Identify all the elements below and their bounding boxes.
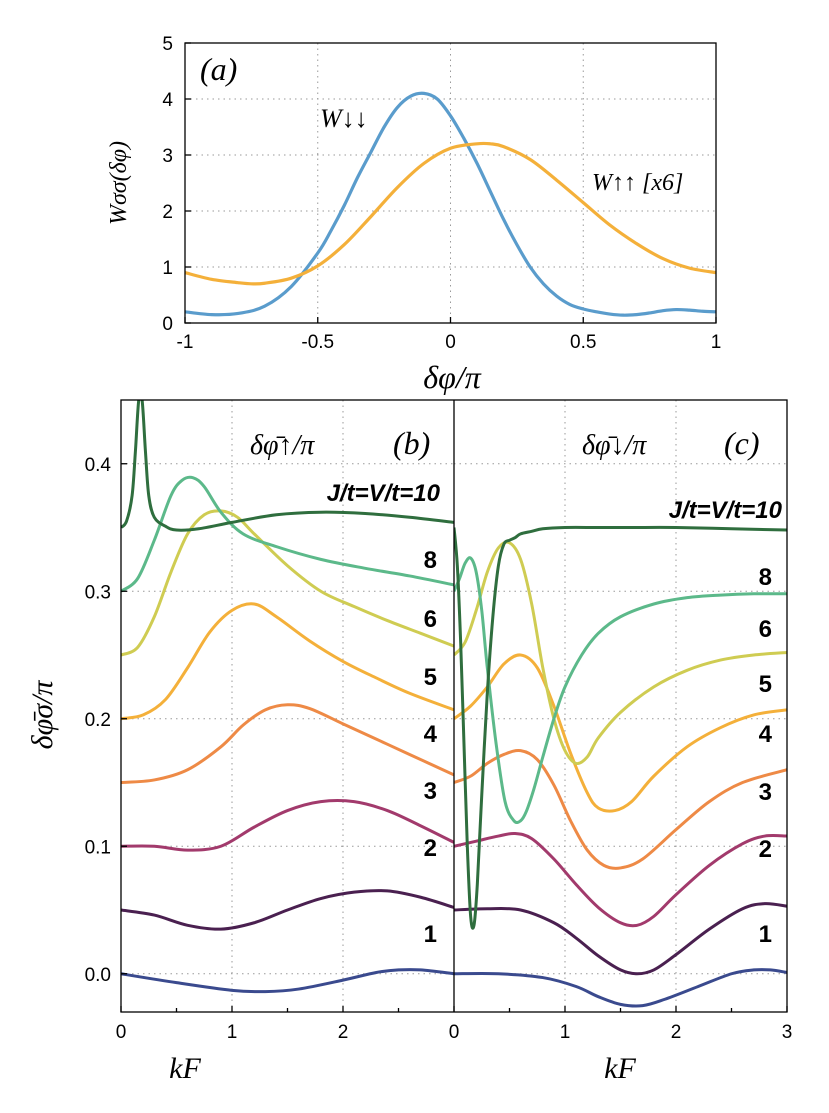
x-axis-label-b: kF (169, 1052, 201, 1085)
series-line-c-8 (454, 556, 787, 825)
y-tick-label: 3 (162, 146, 173, 167)
x-tick-label: 2 (338, 1022, 349, 1043)
series-line-c-4 (454, 748, 787, 870)
series-label-c-8: 8 (759, 564, 772, 591)
x-tick-label: 0 (445, 332, 456, 353)
series-label-b-6: 6 (424, 606, 437, 633)
series-line-b-1 (121, 968, 454, 994)
series-label-c-1: 1 (759, 921, 772, 948)
series-line-c-5 (454, 653, 787, 813)
series-label-b-8: 8 (424, 547, 437, 574)
x-axis-label-a: δφ/π (423, 359, 481, 395)
x-tick-label: 1 (560, 1022, 571, 1043)
series-line-b-2 (121, 889, 454, 931)
series-line-b-5 (121, 602, 454, 721)
y-tick-label: 0 (162, 314, 173, 335)
y-tick-label: 0.3 (85, 582, 111, 603)
series-line-a-0 (184, 91, 717, 317)
y-tick-label: 0.0 (85, 965, 111, 986)
ticks-b: 0.0 0.1 0.2 0.3 0.4 0 1 2 (85, 455, 400, 1043)
grid-b (121, 400, 454, 1012)
panel-label-c: (c) (724, 425, 760, 461)
series-line-c-J/t=V/t=10 (454, 525, 787, 930)
annotation-w-down: W↓↓ (320, 104, 368, 133)
series-label-b-2: 2 (424, 835, 437, 862)
series-label-b-4: 4 (424, 721, 438, 748)
y-tick-label: 5 (162, 34, 173, 55)
x-tick-label: -1 (177, 332, 194, 353)
x-tick-label: 2 (671, 1022, 682, 1043)
y-tick-label: 0.1 (85, 837, 111, 858)
x-tick-label: 1 (227, 1022, 238, 1043)
series-label-b-10: J/t=V/t=10 (327, 480, 441, 507)
panel-b: δφ̄↑/π (b) J/t=V/t=10 8 6 5 4 3 2 1 0.00… (26, 400, 454, 1085)
series-label-c-10: J/t=V/t=10 (669, 497, 783, 524)
x-tick-label: 0.5 (570, 332, 596, 353)
series-label-b-1: 1 (424, 921, 437, 948)
series-line-b-3 (121, 799, 454, 852)
panel-label-a: (a) (200, 51, 237, 87)
y-axis-label-b: δφ̄σ/π (26, 680, 59, 750)
grid-a (185, 43, 716, 323)
annotation-w-up: W↑↑ [x6] (592, 170, 683, 196)
series-line-b-J/t=V/t=10 (121, 400, 454, 532)
series-line-b-4 (121, 703, 454, 784)
series-line-b-8 (121, 475, 454, 593)
x-tick-label: 1 (711, 332, 722, 353)
inner-title-c: δφ̄↓/π (582, 430, 647, 461)
panel-a: -1 -0.5 0 0.5 1 0 1 2 3 4 5 (a) δφ/π Wσσ(δφ) W↓↓ W… (106, 34, 721, 395)
series-line-c-1 (454, 968, 787, 1008)
series-line-a-1 (184, 141, 717, 286)
ticks-a: -1 -0.5 0 0.5 1 0 1 2 3 4 5 (162, 34, 721, 353)
x-tick-label: -0.5 (301, 332, 334, 353)
inner-title-b: δφ̄↑/π (250, 430, 315, 461)
y-tick-label: 1 (162, 258, 173, 279)
series-label-c-2: 2 (759, 836, 772, 863)
y-tick-label: 2 (162, 202, 173, 223)
series-a (184, 91, 717, 317)
series-line-c-6 (454, 540, 787, 766)
panel-label-b: (b) (393, 425, 430, 461)
x-tick-label: 3 (782, 1022, 793, 1043)
panel-c: δφ̄↓/π (c) J/t=V/t=10 8 6 5 4 3 2 1 0 1 2 3… (449, 400, 793, 1085)
y-tick-label: 4 (162, 90, 173, 111)
series-b (121, 400, 454, 994)
y-tick-label: 0.2 (85, 710, 111, 731)
series-line-c-2 (454, 902, 787, 976)
x-axis-label-c: kF (604, 1052, 636, 1085)
series-line-b-6 (121, 509, 454, 657)
series-label-c-6: 6 (759, 616, 772, 643)
x-tick-label: 0 (116, 1022, 127, 1043)
series-label-c-5: 5 (759, 671, 772, 698)
series-line-c-3 (454, 831, 787, 928)
series-label-c-3: 3 (759, 779, 772, 806)
x-tick-label: 0 (449, 1022, 460, 1043)
series-c (454, 525, 787, 1008)
series-label-b-5: 5 (424, 664, 437, 691)
y-axis-label-a: Wσσ(δφ) (106, 141, 132, 225)
series-label-b-3: 3 (424, 778, 437, 805)
grid-c (454, 400, 787, 1012)
series-label-c-4: 4 (759, 721, 773, 748)
y-tick-label: 0.4 (85, 455, 112, 476)
